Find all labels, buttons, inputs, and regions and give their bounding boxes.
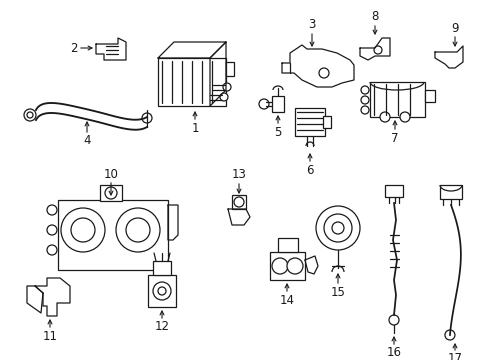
Circle shape	[324, 214, 351, 242]
Bar	[271, 96, 284, 112]
Circle shape	[286, 258, 303, 274]
Circle shape	[105, 187, 117, 199]
Circle shape	[223, 83, 230, 91]
Circle shape	[315, 206, 359, 250]
Circle shape	[360, 106, 368, 114]
Bar	[100, 185, 122, 201]
Bar	[231, 195, 245, 209]
Text: 10: 10	[103, 167, 118, 180]
Text: 14: 14	[279, 293, 294, 306]
Bar	[225, 62, 234, 76]
Bar	[269, 252, 305, 280]
Text: 11: 11	[42, 329, 58, 342]
Circle shape	[47, 205, 57, 215]
Circle shape	[373, 46, 381, 54]
Text: 13: 13	[231, 168, 246, 181]
Text: 9: 9	[450, 22, 458, 35]
Text: 5: 5	[274, 126, 281, 139]
Circle shape	[331, 222, 343, 234]
Circle shape	[61, 208, 105, 252]
Text: 17: 17	[447, 352, 462, 360]
Bar	[58, 200, 168, 270]
Text: 7: 7	[390, 131, 398, 144]
Circle shape	[360, 86, 368, 94]
Text: 2: 2	[70, 41, 78, 54]
Text: 3: 3	[307, 18, 315, 31]
Bar	[323, 116, 330, 128]
Circle shape	[126, 218, 150, 242]
Circle shape	[220, 93, 227, 101]
Circle shape	[360, 96, 368, 104]
Circle shape	[399, 112, 409, 122]
Circle shape	[27, 112, 33, 118]
Bar	[369, 82, 424, 117]
Bar	[278, 238, 297, 252]
Circle shape	[153, 282, 171, 300]
Circle shape	[158, 287, 165, 295]
Bar	[158, 58, 225, 106]
Text: 4: 4	[83, 135, 91, 148]
Circle shape	[142, 113, 152, 123]
Circle shape	[24, 109, 36, 121]
Circle shape	[444, 330, 454, 340]
Circle shape	[379, 112, 389, 122]
Text: 8: 8	[370, 10, 378, 23]
Bar	[294, 108, 325, 136]
Circle shape	[71, 218, 95, 242]
Circle shape	[116, 208, 160, 252]
Bar	[153, 261, 171, 275]
Bar	[424, 90, 434, 102]
Circle shape	[234, 197, 244, 207]
Text: 16: 16	[386, 346, 401, 360]
Bar	[148, 275, 176, 307]
Bar	[439, 185, 461, 199]
Bar	[384, 185, 402, 197]
Text: 15: 15	[330, 285, 345, 298]
Circle shape	[318, 68, 328, 78]
Text: 6: 6	[305, 163, 313, 176]
Text: 12: 12	[154, 320, 169, 333]
Circle shape	[259, 99, 268, 109]
Circle shape	[271, 258, 287, 274]
Circle shape	[47, 225, 57, 235]
Circle shape	[388, 315, 398, 325]
Text: 1: 1	[191, 122, 198, 135]
Circle shape	[47, 245, 57, 255]
